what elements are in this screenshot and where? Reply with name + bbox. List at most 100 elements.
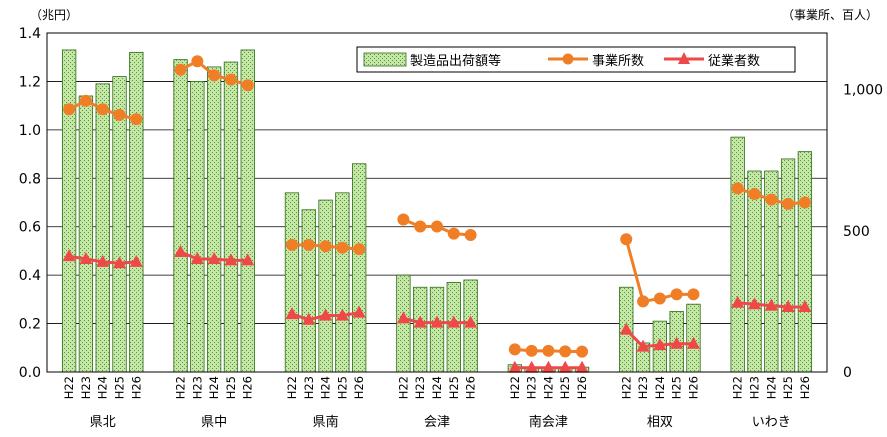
marker-point (508, 343, 521, 356)
marker-point (464, 315, 478, 328)
marker-point (79, 94, 92, 107)
marker-point (798, 196, 811, 209)
year-tick-label: H25 (335, 376, 349, 399)
marker-point (636, 339, 650, 352)
marker-point (241, 253, 255, 266)
marker-point (285, 238, 298, 251)
year-tick-label: H26 (352, 376, 366, 399)
marker-point (619, 322, 633, 335)
marker-point (397, 213, 410, 226)
marker-point (396, 311, 410, 324)
marker-point (670, 288, 683, 301)
marker-point (542, 344, 555, 357)
marker-point (174, 244, 188, 257)
year-tick-label: H22 (174, 376, 188, 399)
series-line (624, 238, 694, 304)
marker-point (208, 69, 221, 82)
region-label: 県北 (90, 415, 116, 430)
year-tick-label: H23 (79, 376, 93, 399)
bar (223, 61, 239, 373)
marker-point (191, 55, 204, 68)
marker-point (541, 360, 555, 373)
bar (335, 192, 350, 373)
marker-point (747, 297, 761, 310)
marker-point (190, 252, 204, 264)
bar (747, 170, 762, 373)
marker-point (113, 108, 126, 121)
year-tick-label: H26 (798, 376, 812, 399)
marker-point (781, 300, 795, 313)
region-label: 県中 (201, 415, 227, 430)
bar (730, 136, 745, 373)
marker-point (525, 360, 539, 373)
year-tick-label: H22 (619, 376, 633, 399)
marker-point (302, 238, 315, 251)
legend-swatch (678, 52, 690, 64)
left-tick-label: 0.6 (19, 220, 41, 236)
year-tick-label: H25 (113, 376, 127, 399)
marker-point (319, 308, 333, 321)
year-tick-label: H23 (302, 376, 316, 399)
marker-point (731, 295, 745, 308)
marker-point (798, 300, 812, 313)
left-tick-label: 0.4 (19, 268, 41, 284)
bar (396, 274, 411, 373)
year-tick-label: H25 (447, 376, 461, 399)
region-label: 南会津 (529, 414, 568, 430)
bar (206, 66, 222, 373)
marker-point (764, 298, 778, 311)
series-lines (62, 55, 812, 373)
legend-swatch (363, 52, 407, 67)
marker-point (731, 182, 744, 195)
year-tick-label: H25 (781, 376, 795, 399)
marker-point (576, 345, 589, 358)
year-tick-label: H26 (464, 376, 478, 399)
year-tick-label: H25 (670, 376, 684, 399)
year-tick-label: H25 (558, 376, 572, 399)
year-tick-label: H26 (686, 376, 700, 399)
year-tick-label: H23 (190, 376, 204, 399)
marker-point (653, 338, 667, 351)
marker-point (431, 220, 443, 233)
marker-point (558, 360, 572, 373)
left-tick-label: 0.2 (19, 317, 41, 333)
bar (78, 95, 94, 373)
year-tick-label: H24 (541, 376, 555, 399)
left-tick-label: 1.2 (19, 74, 41, 90)
marker-point (687, 288, 700, 301)
right-tick-label: 0 (843, 365, 852, 381)
bar (797, 151, 813, 373)
marker-point (302, 312, 316, 325)
marker-point (79, 252, 93, 264)
legend: 製造品出荷額等 事業所数 従業者数 (356, 46, 796, 73)
legend-swatch (562, 53, 574, 65)
marker-point (653, 292, 666, 305)
bar (129, 51, 144, 373)
marker-point (414, 220, 427, 233)
bar (301, 209, 316, 373)
marker-point (430, 315, 444, 328)
right-tick-label: 500 (843, 224, 870, 240)
region-label: 県南 (313, 414, 339, 430)
marker-point (335, 308, 349, 321)
right-axis-unit: （事業所、百人） (782, 8, 878, 22)
marker-point (637, 295, 650, 308)
marker-point (447, 315, 461, 328)
marker-point (782, 197, 795, 210)
marker-point (130, 113, 143, 126)
marker-point (113, 256, 127, 269)
year-tick-label: H23 (413, 376, 427, 399)
year-tick-label: H24 (319, 376, 333, 399)
year-tick-label: H22 (62, 376, 76, 399)
marker-point (670, 336, 684, 349)
marker-point (207, 252, 221, 264)
bar (95, 83, 110, 373)
bar (352, 163, 367, 373)
left-tick-label: 1.4 (19, 26, 41, 42)
marker-point (508, 360, 522, 373)
marker-point (224, 73, 237, 86)
marker-point (336, 241, 349, 254)
year-tick-label: H24 (653, 376, 667, 399)
marker-point (62, 249, 76, 262)
